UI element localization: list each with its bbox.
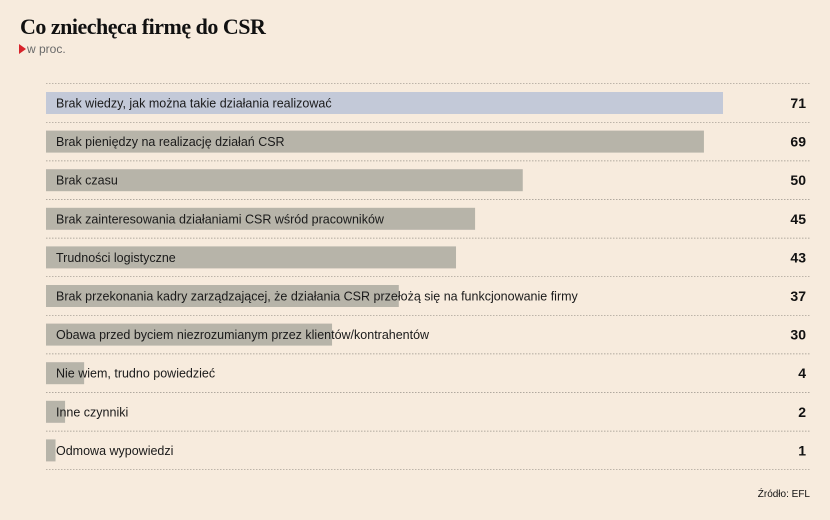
chart-title: Co zniechęca firmę do CSR [20,14,266,39]
data-label: 30 [790,327,806,343]
bar [46,400,66,423]
data-label: 1 [798,442,806,458]
data-label: 50 [790,172,806,188]
source-note: Źródło: EFL [757,489,810,500]
data-label: 4 [798,365,806,381]
data-label: 71 [790,95,806,111]
category-label: Brak wiedzy, jak można takie działania r… [56,97,332,111]
category-label: Nie wiem, trudno powiedzieć [56,367,215,381]
category-label: Brak przekonania kadry zarządzającej, że… [56,290,579,304]
bar [46,130,704,153]
category-label: Odmowa wypowiedzi [56,444,173,458]
bar [46,362,85,385]
data-label: 2 [798,404,806,420]
category-label: Obawa przed byciem niezrozumianym przez … [56,328,430,342]
bar [46,169,523,192]
bar [46,323,333,346]
category-label: Brak pieniędzy na realizację działań CSR [56,135,285,149]
chart-subtitle: w proc. [19,42,66,56]
bar [46,92,723,114]
data-label: 43 [790,249,806,265]
bar [46,207,476,230]
data-label: 45 [790,211,806,227]
data-label: 69 [790,134,806,150]
unit-label: w proc. [27,42,66,56]
bar [46,246,457,269]
category-label: Brak zainteresowania działaniami CSR wśr… [56,212,385,226]
category-label: Inne czynniki [56,405,128,419]
bar [46,285,399,307]
data-label: 37 [790,288,806,304]
red-triangle-marker-icon [19,44,26,54]
category-label: Brak czasu [56,174,118,188]
bar [46,439,56,462]
category-label: Trudności logistyczne [56,251,176,265]
